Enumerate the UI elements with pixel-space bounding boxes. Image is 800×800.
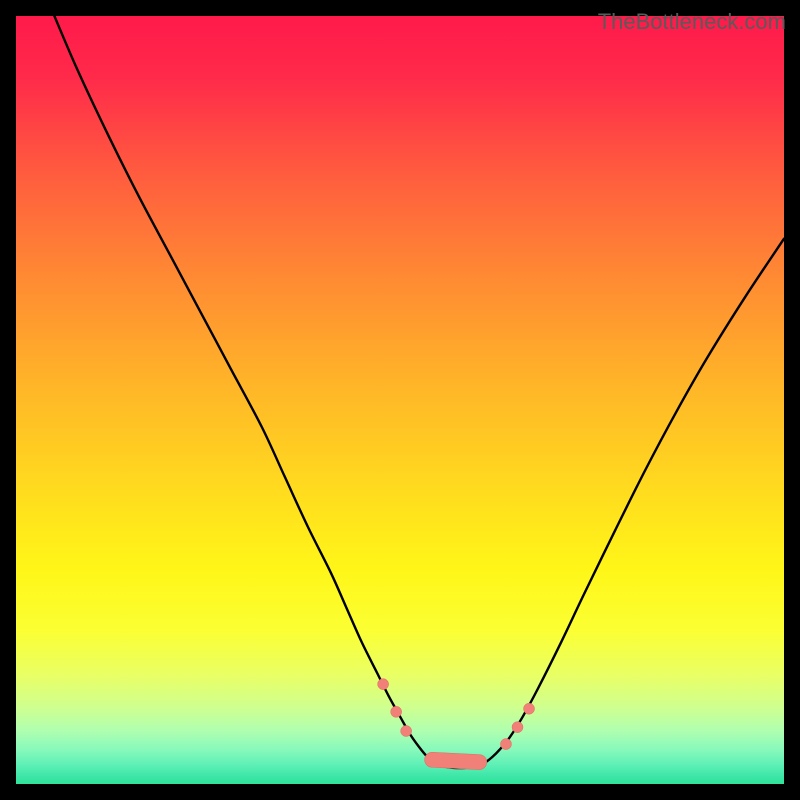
marker-dot — [378, 679, 389, 690]
marker-dot — [401, 726, 412, 737]
watermark-text: TheBottleneck.com — [598, 9, 786, 35]
marker-capsule — [424, 752, 487, 770]
marker-dot — [500, 739, 511, 750]
marker-dot — [512, 722, 523, 733]
marker-dot — [391, 706, 402, 717]
marker-dot — [524, 703, 535, 714]
gradient-background — [16, 16, 784, 784]
bottleneck-curve-chart — [16, 16, 784, 784]
